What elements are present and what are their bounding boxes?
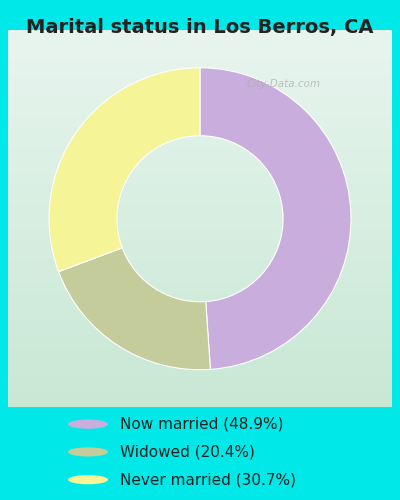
- Wedge shape: [200, 68, 351, 370]
- Text: Now married (48.9%): Now married (48.9%): [120, 416, 284, 432]
- Circle shape: [68, 475, 108, 484]
- Wedge shape: [58, 248, 210, 370]
- Text: Widowed (20.4%): Widowed (20.4%): [120, 444, 255, 460]
- Circle shape: [68, 448, 108, 456]
- Text: Marital status in Los Berros, CA: Marital status in Los Berros, CA: [26, 18, 374, 36]
- Text: Never married (30.7%): Never married (30.7%): [120, 472, 296, 487]
- Circle shape: [68, 420, 108, 429]
- Wedge shape: [49, 68, 200, 272]
- Text: City-Data.com: City-Data.com: [247, 79, 321, 89]
